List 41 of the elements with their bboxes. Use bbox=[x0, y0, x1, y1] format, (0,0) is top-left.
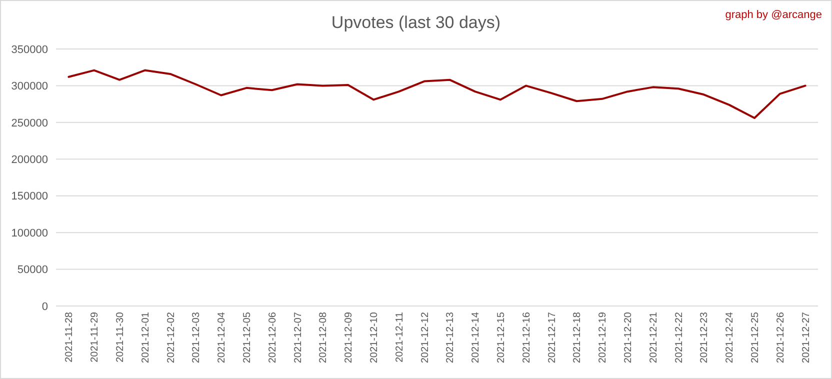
x-tick-label: 2021-12-21 bbox=[648, 312, 660, 364]
x-tick-label: 2021-12-20 bbox=[623, 312, 634, 364]
y-tick-label: 100000 bbox=[11, 227, 48, 240]
x-tick-label: 2021-12-16 bbox=[521, 312, 532, 364]
x-tick-label: 2021-12-27 bbox=[800, 312, 812, 364]
x-tick-label: 2021-12-01 bbox=[140, 312, 152, 364]
x-tick-label: 2021-12-05 bbox=[242, 312, 253, 364]
y-tick-label: 200000 bbox=[11, 154, 48, 166]
x-tick-label: 2021-12-18 bbox=[572, 312, 584, 364]
y-tick-label: 50000 bbox=[17, 264, 48, 276]
x-tick-label: 2021-11-29 bbox=[90, 312, 101, 362]
y-tick-label: 0 bbox=[42, 300, 48, 313]
x-tick-label: 2021-11-28 bbox=[64, 312, 76, 362]
x-tick-label: 2021-12-10 bbox=[369, 312, 380, 364]
x-tick-label: 2021-12-24 bbox=[724, 312, 736, 364]
x-tick-label: 2021-12-07 bbox=[292, 312, 304, 364]
x-tick-label: 2021-12-08 bbox=[318, 312, 330, 364]
x-tick-label: 2021-12-23 bbox=[699, 312, 710, 364]
x-tick-label: 2021-12-14 bbox=[470, 312, 482, 364]
line-series bbox=[68, 69, 806, 120]
x-tick-label: 2021-12-03 bbox=[191, 312, 202, 364]
x-tick-label: 2021-12-19 bbox=[598, 312, 609, 364]
x-tick-label: 2021-12-15 bbox=[496, 312, 507, 364]
x-tick-label: 2021-12-04 bbox=[216, 312, 228, 364]
x-tick-label: 2021-12-09 bbox=[344, 312, 355, 364]
x-tick-label: 2021-12-11 bbox=[394, 312, 406, 362]
y-tick-label: 350000 bbox=[11, 44, 48, 56]
x-tick-label: 2021-12-06 bbox=[267, 312, 278, 364]
x-tick-label: 2021-12-26 bbox=[775, 312, 786, 364]
x-tick-label: 2021-12-17 bbox=[546, 312, 558, 364]
chart-title: Upvotes (last 30 days) bbox=[331, 13, 501, 32]
x-tick-label: 2021-12-25 bbox=[750, 312, 761, 364]
y-tick-label: 250000 bbox=[11, 117, 48, 130]
x-tick-label: 2021-12-02 bbox=[166, 312, 177, 364]
x-tick-label: 2021-12-12 bbox=[420, 312, 431, 364]
y-tick-label: 300000 bbox=[11, 80, 48, 93]
x-tick-label: 2021-12-13 bbox=[445, 312, 456, 364]
y-tick-label: 150000 bbox=[11, 190, 48, 203]
x-tick-label: 2021-11-30 bbox=[115, 312, 126, 362]
text: graph by @arcange bbox=[725, 9, 822, 21]
x-tick-label: 2021-12-22 bbox=[674, 312, 685, 364]
